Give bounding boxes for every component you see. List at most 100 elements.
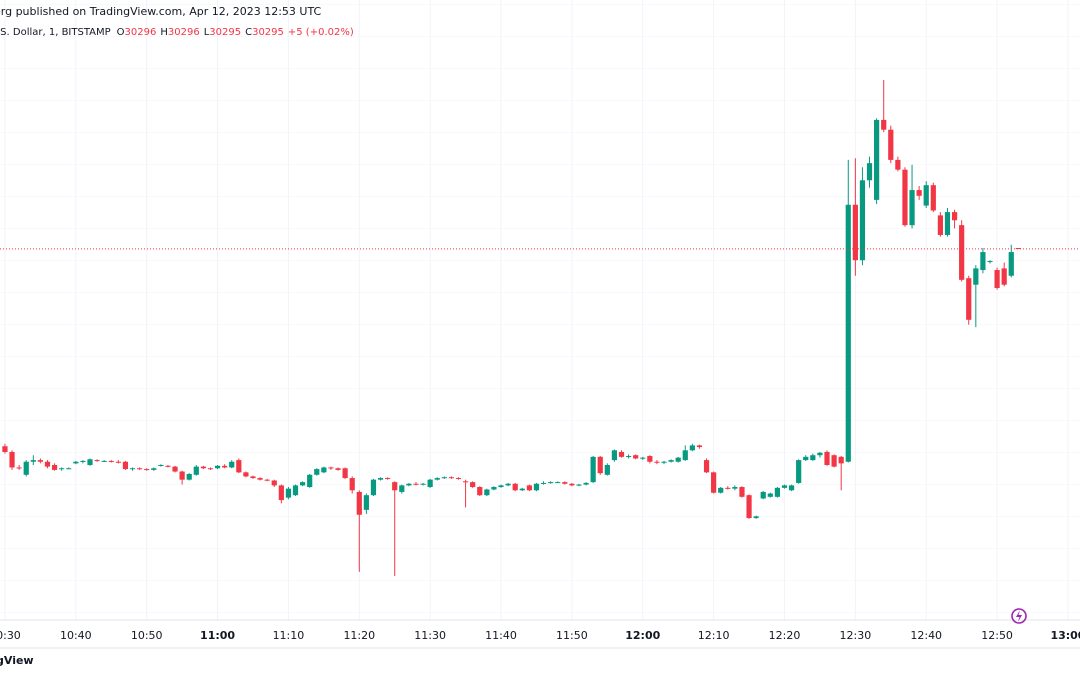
x-tick-label: 10:30 (0, 629, 21, 642)
candle-body (647, 456, 653, 462)
publisher-line: erg published on TradingView.com, Apr 12… (0, 5, 322, 18)
candle-body (711, 472, 717, 493)
x-tick-label: 12:50 (981, 629, 1013, 642)
candle-body (583, 482, 589, 485)
candle-body (973, 268, 979, 285)
candle-body (831, 455, 837, 467)
candle-body (137, 468, 143, 470)
candle-body (179, 471, 185, 480)
x-tick-label: 12:00 (625, 629, 660, 642)
candle-body (987, 261, 993, 263)
candle-body (250, 476, 256, 479)
candle-body (824, 451, 830, 465)
candle-body (455, 478, 462, 480)
x-tick-label: 12:10 (698, 629, 730, 642)
candle-body (491, 487, 497, 490)
candle-body (774, 487, 781, 497)
candle-body (427, 479, 433, 488)
replay-icon[interactable] (1011, 608, 1027, 624)
candle-body (23, 461, 29, 475)
candle-body (101, 460, 107, 462)
candle-body (122, 461, 129, 470)
ohlc-value: 30295 (209, 27, 241, 38)
candle-body (654, 461, 660, 463)
ohlc-label: O (117, 27, 125, 38)
x-tick-label: 13:00 (1050, 629, 1080, 642)
candle-body (916, 190, 922, 196)
candle-body (937, 215, 943, 235)
candle-body (307, 474, 313, 488)
candle-body (781, 485, 788, 488)
candle-body (151, 468, 157, 470)
candle-body (144, 469, 150, 471)
candle-body (392, 482, 398, 491)
candle-body (73, 461, 79, 464)
x-tick-label: 11:30 (414, 629, 446, 642)
candle-body (909, 190, 915, 226)
candle-body (193, 466, 199, 475)
candle-body (767, 493, 773, 497)
candle-body (604, 465, 610, 475)
candle-body (718, 487, 724, 493)
candle-body (625, 456, 632, 458)
candle-body (321, 467, 327, 473)
candle-body (951, 212, 958, 221)
candle-body (597, 456, 603, 474)
ohlc-label: H (160, 27, 168, 38)
candle-body (165, 465, 171, 467)
candle-body (207, 468, 214, 470)
candle-body (966, 278, 972, 320)
candle-body (994, 270, 1000, 288)
candle-body (498, 485, 504, 488)
candle-body (30, 460, 36, 462)
candle-body (2, 446, 8, 452)
candle-body (668, 460, 674, 462)
candle-body (420, 483, 426, 485)
candle-body (66, 468, 72, 470)
candle-body (470, 482, 476, 488)
candle-body (852, 204, 858, 261)
candle-body (689, 445, 695, 451)
candle-body (703, 460, 710, 473)
candle-body (696, 445, 703, 448)
candle-body (760, 491, 766, 499)
x-tick-label: 11:00 (200, 629, 235, 642)
ohlc-value: 30296 (168, 27, 200, 38)
candle-body (94, 460, 100, 462)
candle-body (243, 472, 249, 477)
candle-body (576, 484, 582, 486)
candle-body (739, 487, 745, 497)
candle-body (51, 465, 58, 470)
candle-body (214, 465, 221, 469)
x-tick-label: 11:50 (556, 629, 588, 642)
candle-body (505, 483, 511, 486)
x-tick-label: 10:40 (60, 629, 92, 642)
candle-body (874, 119, 880, 200)
candle-body (682, 450, 688, 461)
candle-body (959, 225, 965, 280)
candles-layer (0, 79, 1080, 576)
candle-body (115, 461, 121, 463)
candle-body (640, 457, 646, 459)
candle-body (158, 465, 164, 466)
candle-body (87, 459, 93, 465)
x-tick-label: 11:40 (485, 629, 517, 642)
candle-body (462, 481, 469, 483)
candle-body (618, 451, 625, 457)
candle-body (881, 119, 887, 130)
candle-body (292, 485, 299, 496)
candle-body (385, 478, 391, 480)
change-value: +5 (+0.02%) (288, 27, 354, 38)
candle-body (817, 452, 823, 456)
candle-body (930, 185, 936, 211)
candle-body (1015, 248, 1021, 249)
candle-body (257, 478, 263, 480)
candle-body (222, 465, 228, 468)
candle-body (236, 460, 242, 473)
candle-body (448, 477, 455, 479)
candle-body (399, 485, 405, 492)
candle-body (555, 482, 561, 484)
x-tick-label: 10:50 (131, 629, 163, 642)
candle-body (363, 495, 369, 510)
